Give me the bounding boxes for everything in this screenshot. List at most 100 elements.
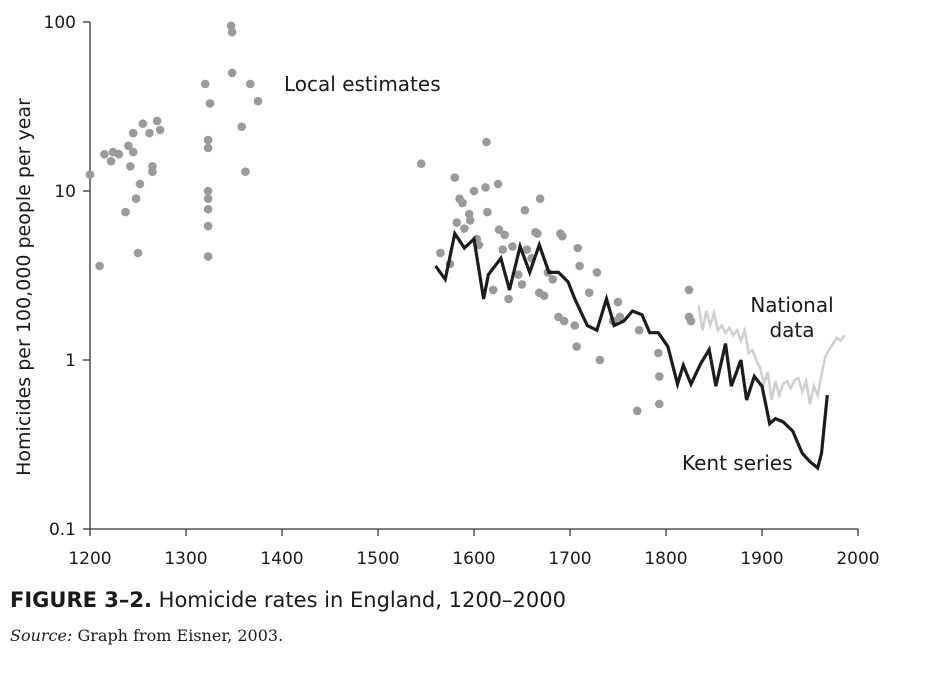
kent-series-line [434,229,829,471]
local-estimate-point [513,270,523,279]
local-estimate-point [558,231,567,241]
local-estimate-point [155,125,165,135]
local-estimate-point [203,143,213,153]
local-estimate-point [575,261,584,271]
local-estimate-point [203,194,213,203]
local-estimate-point [584,288,594,298]
chart-lines [434,229,846,471]
local-estimate-point [517,280,527,289]
local-estimate-point [124,141,133,151]
local-estimate-point [128,147,138,157]
local-estimate-point [131,194,141,203]
x-tick-label: 1300 [164,549,207,569]
local-estimate-point [520,205,530,215]
local-estimate-point [416,159,426,168]
local-estimate-point [469,186,479,196]
local-estimate-point [465,216,475,225]
local-estimate-point [548,275,557,284]
local-estimate-point [203,186,213,196]
local-estimate-point [200,79,210,89]
source-text: Graph from Eisner, 2003. [77,626,284,645]
local-estimate-point [237,122,246,131]
local-estimate-point [114,149,124,159]
local-estimate-point [655,372,664,381]
local-estimate-point [205,99,215,108]
local-estimate-point [592,268,602,277]
local-estimate-point [654,348,663,358]
local-estimate-point [246,79,255,89]
local-estimate-point [460,224,469,233]
local-estimate-point [684,285,694,295]
local-estimate-point [494,225,504,234]
y-tick-label: 10 [54,182,76,202]
local-estimate-point [500,230,510,240]
local-estimate-point [634,325,644,335]
local-estimate-point [128,128,138,138]
local-estimate-point [203,221,213,231]
annotation-local-estimates: Local estimates [284,72,441,96]
national-data-line [697,305,846,405]
local-estimate-point [539,291,549,301]
local-estimate-point [138,119,148,128]
local-estimate-point [504,294,513,304]
source-label: Source: [10,626,73,645]
homicide-chart: 0.1 1 10 100 1200 1300 1400 1500 1600 1700 1800 190… [13,13,880,569]
local-estimate-point [253,96,263,106]
local-estimate-point [126,162,135,171]
local-estimates-points [85,21,696,416]
figure-caption: FIGURE 3–2. Homicide rates in England, 1… [10,588,566,612]
local-estimate-point [203,204,213,214]
annotation-national-data-line2: data [769,318,814,342]
local-estimate-point [570,321,580,330]
local-estimate-point [106,156,116,166]
chart-labels: Homicides per 100,000 people per year Lo… [13,72,834,476]
figure-source: Source: Graph from Eisner, 2003. [10,626,283,645]
local-estimate-point [450,173,460,182]
local-estimate-point [493,179,503,189]
local-estimate-point [483,207,492,217]
local-estimate-point [595,355,605,365]
local-estimate-point [522,245,532,254]
local-estimate-point [95,261,104,271]
y-tick-label: 1 [65,351,76,371]
x-tick-label: 2000 [836,549,879,569]
local-estimate-point [559,316,569,326]
local-estimate-point [135,179,145,189]
x-tick-label: 1600 [452,549,495,569]
x-tick-label: 1400 [260,549,303,569]
x-tick-label: 1700 [548,549,591,569]
x-tick-label: 1800 [644,549,687,569]
local-estimate-point [464,209,474,219]
x-tick-label: 1200 [68,549,111,569]
local-estimate-point [227,68,237,78]
x-tick-label: 1500 [356,549,399,569]
local-estimate-point [203,135,213,145]
local-estimate-point [121,207,130,217]
y-tick-label: 0.1 [49,520,76,540]
local-estimate-point [632,406,642,416]
x-tick-label: 1900 [740,549,783,569]
local-estimate-point [613,297,623,307]
local-estimate-point [100,149,109,159]
annotation-kent-series: Kent series [682,451,793,475]
local-estimate-point [152,116,162,126]
local-estimate-point [452,218,462,227]
local-estimate-point [655,399,664,409]
local-estimate-point [482,137,491,147]
figure-title: Homicide rates in England, 1200–2000 [158,588,566,612]
local-estimate-point [535,194,545,203]
local-estimate-point [241,167,250,176]
chart-axes: 0.1 1 10 100 1200 1300 1400 1500 1600 1700 1800 190… [44,13,880,569]
figure-label: FIGURE 3–2. [10,588,152,612]
local-estimate-point [145,128,154,138]
local-estimate-point [203,252,213,261]
local-estimate-point [686,316,696,326]
local-estimate-point [481,183,490,192]
local-estimate-point [488,285,498,295]
local-estimate-point [85,170,95,179]
y-tick-label: 100 [44,13,76,33]
local-estimate-point [226,21,236,31]
local-estimate-point [436,248,445,258]
local-estimate-point [572,342,581,351]
local-estimate-point [573,243,582,253]
